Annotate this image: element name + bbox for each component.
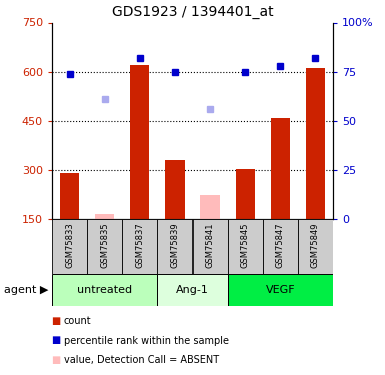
Text: count: count bbox=[64, 316, 91, 326]
Text: ■: ■ bbox=[51, 355, 60, 365]
Text: percentile rank within the sample: percentile rank within the sample bbox=[64, 336, 229, 345]
Bar bbox=[306, 68, 325, 219]
Bar bbox=[52, 274, 157, 306]
Bar bbox=[201, 195, 220, 219]
Text: GSM75837: GSM75837 bbox=[135, 223, 144, 268]
Text: GSM75833: GSM75833 bbox=[65, 223, 74, 268]
Text: Ang-1: Ang-1 bbox=[176, 285, 209, 295]
Text: ■: ■ bbox=[51, 316, 60, 326]
Bar bbox=[95, 214, 114, 219]
Bar bbox=[60, 173, 79, 219]
Bar bbox=[192, 219, 228, 274]
Text: value, Detection Call = ABSENT: value, Detection Call = ABSENT bbox=[64, 355, 219, 365]
Bar bbox=[271, 118, 290, 219]
Text: ■: ■ bbox=[51, 336, 60, 345]
Text: GSM75845: GSM75845 bbox=[241, 223, 250, 268]
Bar bbox=[122, 219, 157, 274]
Bar bbox=[157, 219, 192, 274]
Text: agent ▶: agent ▶ bbox=[4, 285, 48, 295]
Bar bbox=[298, 219, 333, 274]
Text: GSM75847: GSM75847 bbox=[276, 223, 285, 268]
Text: VEGF: VEGF bbox=[266, 285, 295, 295]
Title: GDS1923 / 1394401_at: GDS1923 / 1394401_at bbox=[112, 5, 273, 19]
Text: GSM75841: GSM75841 bbox=[206, 223, 214, 268]
Text: GSM75835: GSM75835 bbox=[100, 223, 109, 268]
Bar bbox=[52, 219, 87, 274]
Bar bbox=[157, 274, 228, 306]
Text: GSM75849: GSM75849 bbox=[311, 223, 320, 268]
Bar bbox=[165, 160, 184, 219]
Bar bbox=[236, 168, 255, 219]
Bar bbox=[87, 219, 122, 274]
Bar bbox=[228, 219, 263, 274]
Bar bbox=[228, 274, 333, 306]
Text: GSM75839: GSM75839 bbox=[171, 223, 179, 268]
Bar bbox=[130, 65, 149, 219]
Text: untreated: untreated bbox=[77, 285, 132, 295]
Bar bbox=[263, 219, 298, 274]
